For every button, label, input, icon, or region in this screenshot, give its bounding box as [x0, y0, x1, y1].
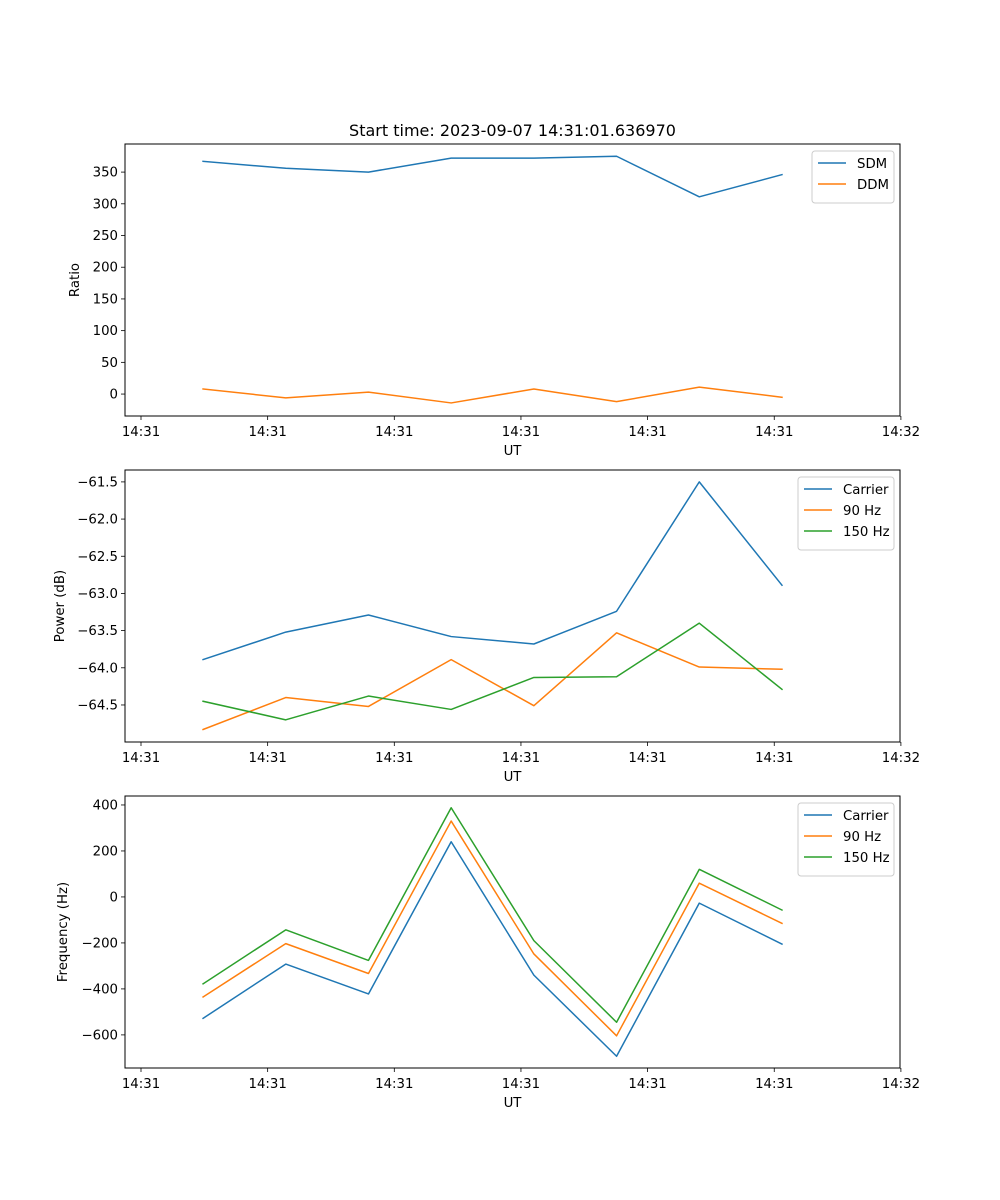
series-line-ddm [202, 386, 783, 404]
legend-box [811, 150, 895, 204]
legend-label: Carrier [843, 809, 889, 824]
y-tick-label: −600 [81, 1028, 118, 1043]
y-tick-label: 350 [93, 166, 118, 181]
legend-label: SDM [857, 157, 887, 172]
series-line-carrier [202, 481, 784, 661]
legend-label: 150 Hz [843, 851, 890, 866]
x-tick-label: 14:31 [375, 425, 413, 440]
y-tick-label: 300 [93, 197, 118, 212]
legend-label: Carrier [843, 483, 889, 498]
y-tick-label: −63.0 [77, 587, 118, 602]
y-tick-label: −63.5 [77, 624, 118, 639]
x-tick-label: 14:31 [755, 751, 793, 766]
y-axis-label: Ratio [68, 263, 83, 297]
legend: SDM DDM [811, 150, 895, 204]
series-line-150-hz [202, 806, 783, 1023]
chart-panel-3: 14:31 14:31 14:31 14:31 14:31 14:31 14:32 −600 −… [56, 795, 920, 1111]
series-line-150-hz [202, 622, 784, 721]
x-axis-label: UT [504, 1096, 523, 1111]
y-tick-label: −64.0 [77, 661, 118, 676]
x-tick-label: 14:31 [375, 1077, 413, 1092]
legend: Carrier 90 Hz 150 Hz [797, 476, 895, 551]
series-line-90-hz [202, 632, 783, 731]
y-tick-label: 250 [93, 229, 118, 244]
legend-label: 90 Hz [843, 830, 881, 845]
y-axis-label: Power (dB) [53, 570, 68, 642]
y-tick-label: −62.5 [77, 550, 118, 565]
series-line-carrier [202, 841, 783, 1058]
y-tick-label: 400 [93, 798, 118, 813]
legend: Carrier 90 Hz 150 Hz [797, 802, 895, 877]
x-tick-label: 14:31 [628, 751, 666, 766]
legend-label: 150 Hz [843, 525, 890, 540]
x-tick-label: 14:31 [375, 751, 413, 766]
x-tick-label: 14:31 [502, 425, 540, 440]
chart-panel-1: 14:31 14:31 14:31 14:31 14:31 14:31 14:32 0 50 10… [68, 143, 920, 459]
figure-title: Start time: 2023-09-07 14:31:01.636970 [349, 121, 676, 140]
chart-panel-2: 14:31 14:31 14:31 14:31 14:31 14:31 14:32 −64.5… [53, 469, 920, 785]
y-tick-label: −62.0 [77, 513, 118, 528]
y-tick-label: −400 [81, 982, 118, 997]
series-line-90-hz [202, 820, 783, 1037]
x-axis-label: UT [504, 444, 523, 459]
x-tick-label: 14:32 [882, 425, 920, 440]
y-tick-label: 0 [110, 890, 118, 905]
series-line-sdm [202, 155, 783, 198]
x-tick-label: 14:31 [755, 425, 793, 440]
y-tick-label: 50 [101, 356, 118, 371]
y-tick-label: 100 [93, 324, 118, 339]
legend-label: DDM [857, 178, 889, 193]
y-tick-label: −200 [81, 936, 118, 951]
x-tick-label: 14:31 [502, 751, 540, 766]
x-axis-label: UT [504, 770, 523, 785]
legend-label: 90 Hz [843, 504, 881, 519]
axes-frame [124, 795, 901, 1069]
y-axis-label: Frequency (Hz) [56, 882, 71, 982]
x-tick-label: 14:31 [755, 1077, 793, 1092]
x-tick-label: 14:31 [122, 1077, 160, 1092]
y-tick-label: 200 [93, 844, 118, 859]
x-tick-label: 14:31 [122, 425, 160, 440]
x-tick-label: 14:31 [122, 751, 160, 766]
x-tick-label: 14:32 [882, 1077, 920, 1092]
axes-frame [124, 469, 901, 743]
x-tick-label: 14:32 [882, 751, 920, 766]
x-tick-label: 14:31 [248, 1077, 286, 1092]
axes-frame [124, 143, 901, 417]
y-tick-label: −61.5 [77, 475, 118, 490]
x-tick-label: 14:31 [502, 1077, 540, 1092]
x-tick-label: 14:31 [628, 425, 666, 440]
y-tick-label: 0 [110, 388, 118, 403]
y-tick-label: 200 [93, 261, 118, 276]
x-tick-label: 14:31 [248, 425, 286, 440]
x-tick-label: 14:31 [628, 1077, 666, 1092]
x-tick-label: 14:31 [248, 751, 286, 766]
y-tick-label: 150 [93, 292, 118, 307]
y-tick-label: −64.5 [77, 698, 118, 713]
